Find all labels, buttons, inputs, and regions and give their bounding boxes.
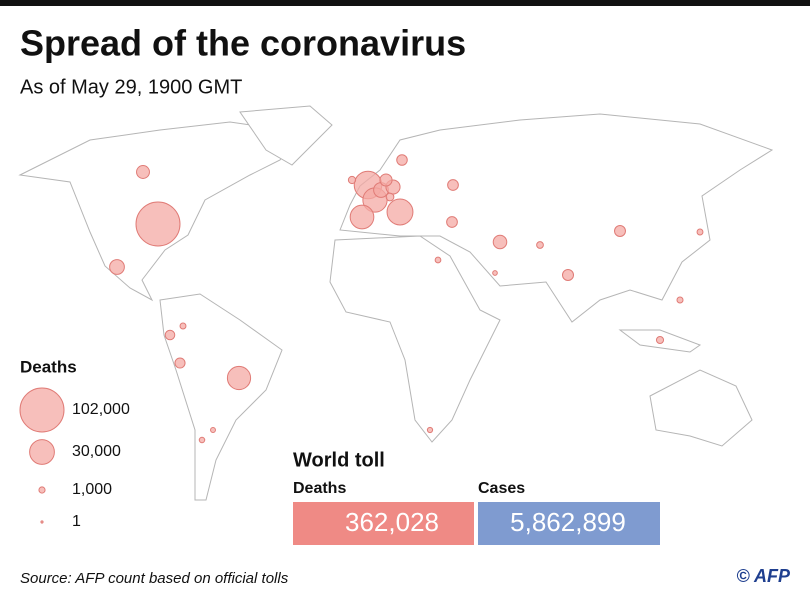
death-bubble: [136, 165, 150, 179]
death-bubble: [174, 357, 186, 369]
legend-label: 30,000: [72, 443, 121, 460]
death-bubble: [561, 268, 575, 282]
legend-bubble: [29, 439, 55, 465]
death-bubble: [492, 234, 508, 250]
death-bubble: [385, 192, 395, 202]
death-bubble: [492, 270, 498, 276]
death-bubble: [655, 335, 665, 345]
deaths-label: Deaths: [293, 480, 346, 497]
legend-label: 1: [72, 513, 81, 530]
death-bubble: [210, 427, 216, 433]
legend-title: Deaths: [20, 357, 77, 376]
africa: [329, 235, 501, 443]
death-bubble: [447, 179, 459, 191]
death-bubble: [109, 259, 125, 275]
legend-label: 102,000: [72, 401, 130, 418]
deaths-box: [293, 502, 474, 545]
death-bubble: [396, 154, 408, 166]
greenland: [239, 105, 333, 166]
credit: © AFP: [736, 566, 791, 586]
south-america: [159, 293, 283, 501]
deaths-value: 362,028: [345, 507, 439, 537]
source: Source: AFP count based on official toll…: [20, 570, 289, 587]
death-bubble: [434, 256, 442, 264]
death-bubble: [696, 228, 704, 236]
death-bubble: [349, 204, 375, 230]
title: Spread of the coronavirus: [20, 23, 466, 64]
death-bubble: [164, 329, 176, 341]
cases-label: Cases: [478, 480, 525, 497]
death-bubble: [198, 436, 206, 444]
death-bubble: [614, 225, 626, 237]
death-bubble: [676, 296, 684, 304]
death-bubble: [347, 175, 357, 185]
death-bubble: [379, 173, 393, 187]
world-map: [18, 105, 774, 501]
legend-label: 1,000: [72, 481, 112, 498]
death-bubble: [426, 426, 434, 434]
legend-bubble: [38, 486, 46, 494]
toll-title: World toll: [293, 449, 385, 471]
death-bubble: [386, 198, 414, 226]
eurasia: [339, 113, 774, 323]
death-bubble: [226, 365, 252, 391]
australia: [649, 369, 753, 447]
legend-bubble: [40, 520, 44, 524]
death-bubble: [536, 241, 544, 249]
bubble-layer: [109, 154, 704, 444]
death-bubble: [179, 322, 187, 330]
top-bar: [0, 0, 810, 6]
legend: 102,000 30,000 1,000 1: [19, 387, 130, 530]
death-bubble: [446, 216, 458, 228]
legend-bubble: [19, 387, 65, 433]
death-bubble: [135, 201, 181, 247]
subtitle: As of May 29, 1900 GMT: [20, 76, 242, 98]
cases-value: 5,862,899: [510, 507, 626, 537]
cases-box: [478, 502, 660, 545]
